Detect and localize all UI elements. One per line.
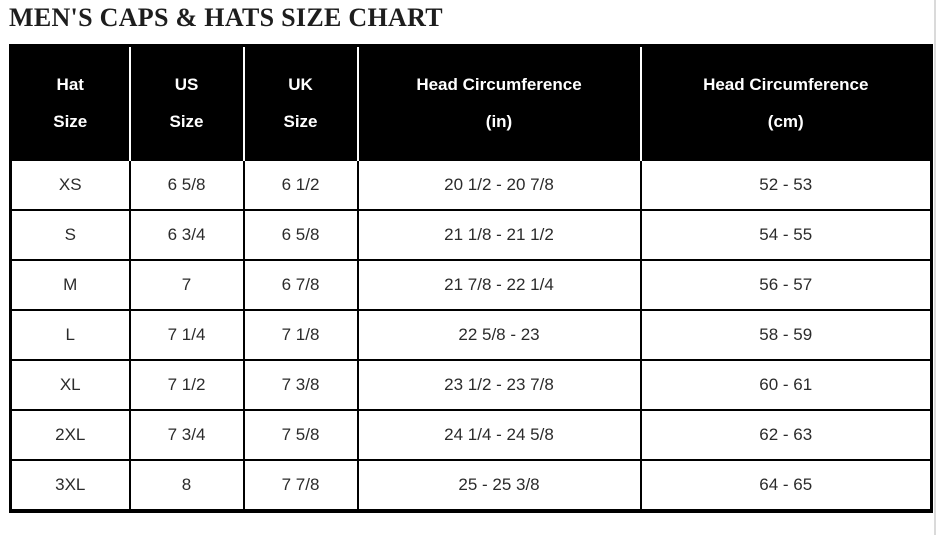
cell-head-circumference-cm: 58 - 59: [639, 309, 933, 361]
cell-head-circumference-cm: 54 - 55: [639, 209, 933, 261]
column-header-line: Size: [53, 112, 88, 131]
cell-us-size: 6 5/8: [128, 159, 245, 211]
cell-head-circumference-cm: 60 - 61: [639, 359, 933, 411]
cell-hat-size: 3XL: [9, 459, 131, 512]
cell-head-circumference-cm: 62 - 63: [639, 409, 933, 461]
column-header-line: Size: [169, 112, 204, 131]
table-row: 2XL 7 3/4 7 5/8 24 1/4 - 24 5/8 62 - 63: [9, 409, 933, 461]
column-header-us-size: US Size: [128, 45, 244, 160]
table-row: M 7 6 7/8 21 7/8 - 22 1/4 56 - 57: [9, 259, 933, 311]
cell-uk-size: 6 7/8: [242, 259, 359, 311]
cell-head-circumference-cm: 52 - 53: [639, 159, 933, 211]
cell-hat-size: XS: [9, 159, 131, 211]
column-header-line: Head Circumference: [416, 75, 582, 94]
column-header-line: Size: [283, 112, 318, 131]
cell-uk-size: 6 5/8: [242, 209, 359, 261]
column-header-line: Hat: [56, 75, 84, 94]
page-title: MEN'S CAPS & HATS SIZE CHART: [9, 3, 443, 32]
cell-us-size: 7 1/4: [128, 309, 245, 361]
cell-hat-size: 2XL: [9, 409, 131, 461]
cell-head-circumference-in: 23 1/2 - 23 7/8: [356, 359, 642, 411]
cell-uk-size: 6 1/2: [242, 159, 359, 211]
cell-uk-size: 7 7/8: [242, 459, 359, 512]
cell-head-circumference-cm: 64 - 65: [639, 459, 933, 512]
cell-head-circumference-in: 25 - 25 3/8: [356, 459, 642, 512]
cell-uk-size: 7 1/8: [242, 309, 359, 361]
table-row: L 7 1/4 7 1/8 22 5/8 - 23 58 - 59: [9, 309, 933, 361]
column-header-head-circumference-cm: Head Circumference (cm): [639, 45, 932, 160]
cell-hat-size: M: [9, 259, 131, 311]
cell-us-size: 6 3/4: [128, 209, 245, 261]
cell-head-circumference-in: 21 1/8 - 21 1/2: [356, 209, 642, 261]
size-chart-table: Hat Size US Size UK Size Head Circumfere…: [9, 44, 933, 513]
table-row: 3XL 8 7 7/8 25 - 25 3/8 64 - 65: [9, 459, 933, 512]
column-header-line: UK: [288, 75, 313, 94]
table-row: S 6 3/4 6 5/8 21 1/8 - 21 1/2 54 - 55: [9, 209, 933, 261]
column-header-line: (in): [485, 112, 513, 131]
column-header-hat-size: Hat Size: [10, 45, 130, 160]
column-header-line: US: [174, 75, 199, 94]
page-right-edge-line: [934, 0, 936, 535]
table-row: XS 6 5/8 6 1/2 20 1/2 - 20 7/8 52 - 53: [9, 159, 933, 211]
cell-us-size: 7 1/2: [128, 359, 245, 411]
cell-head-circumference-in: 20 1/2 - 20 7/8: [356, 159, 642, 211]
column-header-line: (cm): [767, 112, 804, 131]
cell-uk-size: 7 5/8: [242, 409, 359, 461]
header-row: Hat Size US Size UK Size Head Circumfere…: [10, 45, 932, 160]
cell-head-circumference-in: 22 5/8 - 23: [356, 309, 642, 361]
cell-head-circumference-cm: 56 - 57: [639, 259, 933, 311]
cell-hat-size: XL: [9, 359, 131, 411]
cell-head-circumference-in: 24 1/4 - 24 5/8: [356, 409, 642, 461]
column-header-uk-size: UK Size: [242, 45, 358, 160]
cell-head-circumference-in: 21 7/8 - 22 1/4: [356, 259, 642, 311]
cell-hat-size: L: [9, 309, 131, 361]
cell-us-size: 7 3/4: [128, 409, 245, 461]
cell-hat-size: S: [9, 209, 131, 261]
cell-us-size: 8: [128, 459, 245, 512]
cell-uk-size: 7 3/8: [242, 359, 359, 411]
table-row: XL 7 1/2 7 3/8 23 1/2 - 23 7/8 60 - 61: [9, 359, 933, 411]
column-header-head-circumference-in: Head Circumference (in): [356, 45, 641, 160]
column-header-line: Head Circumference: [703, 75, 869, 94]
cell-us-size: 7: [128, 259, 245, 311]
